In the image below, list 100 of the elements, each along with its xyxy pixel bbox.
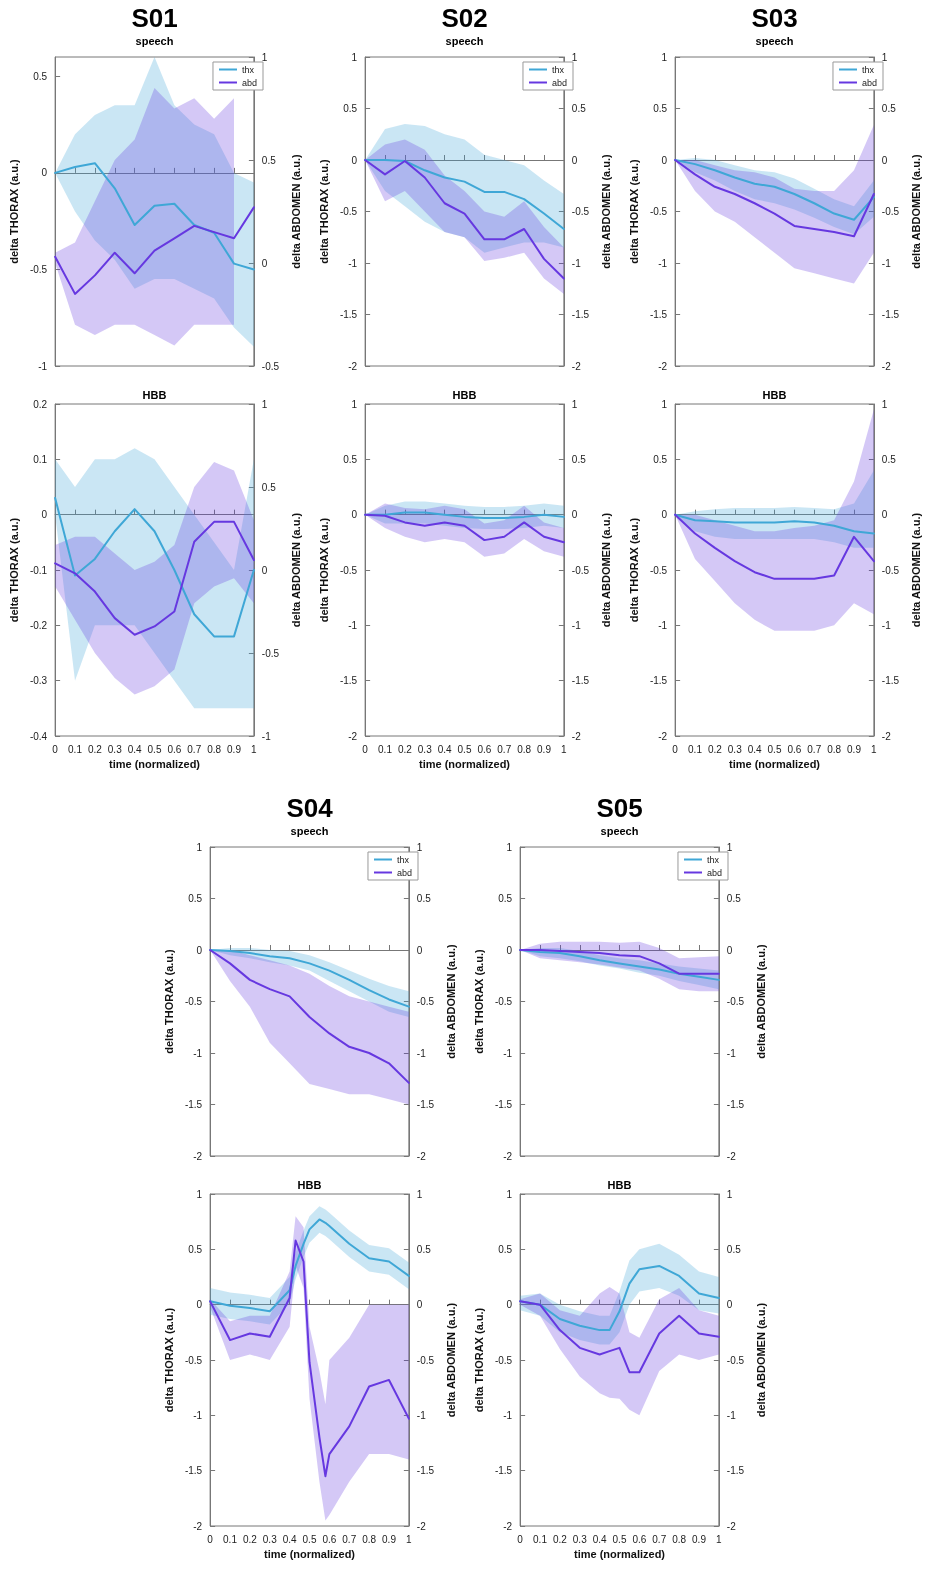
x-tick-label: 0.5 xyxy=(147,743,162,755)
y-tick-label: -1 xyxy=(193,1047,203,1059)
x-tick-label: 1 xyxy=(561,743,568,755)
y-tick-label: 0.5 xyxy=(498,893,513,904)
y-tick-label: 0 xyxy=(506,1299,513,1311)
y-tick-label: 0.5 xyxy=(188,1243,203,1255)
x-tick-label: 0.6 xyxy=(167,743,182,755)
y2-tick-label: -1.5 xyxy=(726,1465,745,1477)
chart-title: S01 xyxy=(131,3,178,33)
y2-tick-label: -1 xyxy=(416,1409,427,1421)
y2-tick-label: 0.5 xyxy=(726,893,742,904)
x-tick-label: 0.4 xyxy=(282,1533,298,1545)
x-tick-label: 0.7 xyxy=(807,743,822,755)
x-tick-label: 1 xyxy=(716,1533,723,1545)
y-tick-label: -0.5 xyxy=(494,1354,513,1366)
x-tick-label: 0.9 xyxy=(382,1533,397,1545)
legend-label: thx xyxy=(551,64,565,75)
chart-subtitle: speech xyxy=(600,824,639,837)
y-tick-label: 0 xyxy=(196,944,203,956)
y-axis-title: delta THORAX (a.u.) xyxy=(317,517,330,623)
x-tick-label: 0.9 xyxy=(692,1533,707,1545)
y2-tick-label: 0 xyxy=(571,154,578,166)
y-tick-label: 0 xyxy=(661,509,668,521)
y2-tick-label: -0.5 xyxy=(726,996,745,1007)
y2-tick-label: -0.5 xyxy=(571,206,590,217)
x-tick-label: 0.9 xyxy=(847,743,862,755)
y2-tick-label: -1.5 xyxy=(726,1099,745,1110)
y2-tick-label: -1 xyxy=(881,257,892,269)
chart-title: S04 xyxy=(286,793,334,823)
x-tick-label: 0 xyxy=(207,1533,214,1545)
line-series xyxy=(54,520,255,636)
y-tick-label: 1 xyxy=(196,841,203,853)
line-series xyxy=(674,513,875,535)
y-tick-label: -1.5 xyxy=(184,1099,203,1110)
y2-tick-label: 0 xyxy=(726,1299,733,1311)
x-tick-label: 0.4 xyxy=(747,743,763,755)
y-tick-label: -1.5 xyxy=(649,309,668,320)
x-tick-label: 0 xyxy=(517,1533,524,1545)
y2-tick-label: -2 xyxy=(881,360,892,372)
y2-tick-label: 1 xyxy=(726,841,733,853)
x-tick-label: 0.1 xyxy=(378,743,393,755)
y2-tick-label: -2 xyxy=(416,1150,427,1162)
y-tick-label: 0.1 xyxy=(33,453,48,465)
y-tick-label: 0.5 xyxy=(188,893,203,904)
y2-axis-title: delta ABDOMEN (a.u.) xyxy=(909,153,922,269)
y-tick-label: -0.5 xyxy=(339,564,358,576)
x-tick-label: 0.6 xyxy=(787,743,802,755)
x-tick-label: 0 xyxy=(52,743,59,755)
y-axis-title: delta THORAX (a.u.) xyxy=(7,158,20,264)
y-tick-label: 0.5 xyxy=(33,70,48,82)
legend-label: thx xyxy=(241,64,255,75)
x-axis-title: time (normalized) xyxy=(263,1548,356,1561)
x-tick-label: 0.1 xyxy=(68,743,83,755)
chart-title: S03 xyxy=(751,3,798,33)
x-tick-label: 0.8 xyxy=(517,743,532,755)
y2-tick-label: -1 xyxy=(571,619,582,631)
y2-axis-title: delta ABDOMEN (a.u.) xyxy=(599,153,612,269)
y-tick-label: -2 xyxy=(658,730,668,742)
y2-tick-label: -1 xyxy=(726,1409,737,1421)
legend-label: thx xyxy=(861,64,875,75)
y-tick-label: -0.1 xyxy=(29,564,48,576)
y2-tick-label: -1 xyxy=(571,257,582,269)
y2-tick-label: 0 xyxy=(416,1299,423,1311)
y-axis-title: delta THORAX (a.u.) xyxy=(472,1307,485,1413)
x-tick-label: 0.3 xyxy=(417,743,433,755)
x-tick-label: 0.4 xyxy=(127,743,143,755)
y-tick-label: -0.4 xyxy=(29,730,48,742)
y-axis-title: delta THORAX (a.u.) xyxy=(162,1307,175,1413)
y2-tick-label: -2 xyxy=(726,1520,737,1532)
y2-tick-label: -1.5 xyxy=(571,309,590,320)
legend-label: abd xyxy=(241,77,258,88)
chart-title: HBB xyxy=(297,1178,322,1191)
x-tick-label: 0.6 xyxy=(322,1533,337,1545)
line-series xyxy=(674,159,875,221)
y-tick-label: -2 xyxy=(348,730,358,742)
x-tick-label: 0.2 xyxy=(242,1533,258,1545)
x-tick-label: 0.9 xyxy=(537,743,552,755)
line-series xyxy=(674,513,875,580)
y-tick-label: -2 xyxy=(503,1520,513,1532)
chart-title: S02 xyxy=(441,3,488,33)
chart-title: HBB xyxy=(607,1178,632,1191)
x-axis-title: time (normalized) xyxy=(418,758,511,771)
y-axis-title: delta THORAX (a.u.) xyxy=(7,517,20,623)
y-tick-label: -0.2 xyxy=(29,619,48,631)
y2-tick-label: -1 xyxy=(416,1047,427,1059)
legend-label: abd xyxy=(396,867,413,878)
legend-label: abd xyxy=(861,77,878,88)
y-tick-label: -0.5 xyxy=(184,996,203,1007)
y-tick-label: 0.5 xyxy=(343,453,358,465)
line-series xyxy=(54,206,255,295)
y2-tick-label: -1.5 xyxy=(416,1465,435,1477)
x-tick-label: 0.8 xyxy=(207,743,222,755)
line-series xyxy=(519,949,720,975)
y2-tick-label: 0.5 xyxy=(261,154,277,166)
y2-tick-label: 0.5 xyxy=(261,481,277,493)
y2-tick-label: -2 xyxy=(571,360,582,372)
y2-tick-label: -2 xyxy=(726,1150,737,1162)
y-tick-label: -1.5 xyxy=(494,1099,513,1110)
y-tick-label: -0.5 xyxy=(649,564,668,576)
y-tick-label: -2 xyxy=(193,1520,203,1532)
